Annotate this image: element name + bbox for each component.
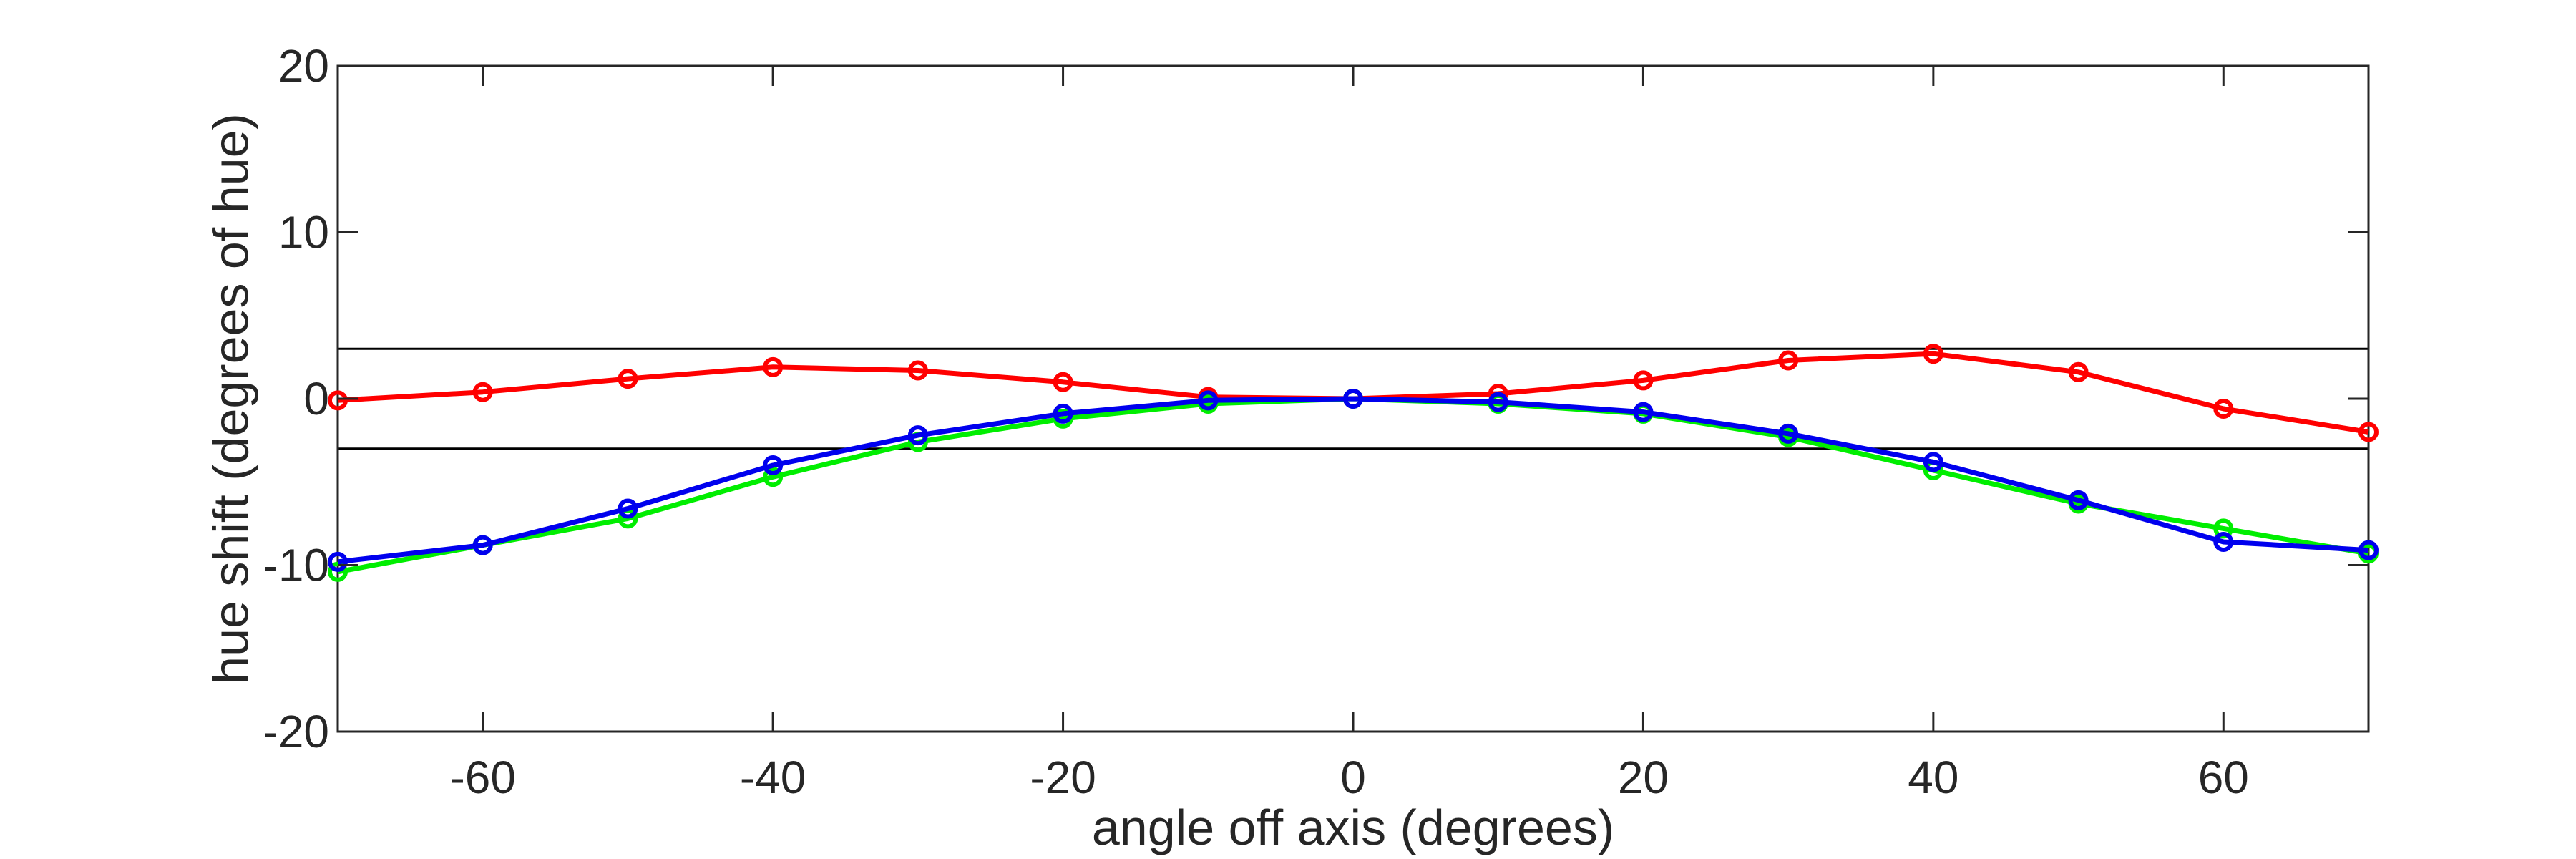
series-1-point	[1778, 350, 1799, 371]
series-1-point	[2213, 398, 2234, 419]
series-3-point	[328, 551, 348, 572]
series-1-point	[1053, 372, 1073, 392]
series-3-point	[1343, 389, 1363, 409]
x-tick-label: 0	[1340, 752, 1366, 803]
series-3-point	[763, 455, 784, 475]
series-1-point	[1923, 344, 1943, 364]
series-3-point	[2068, 490, 2089, 510]
x-tick-label: -40	[740, 752, 806, 803]
y-axis-title: hue shift (degrees of hue)	[203, 113, 259, 684]
series-1-point	[763, 356, 784, 377]
y-tick-label: -20	[263, 706, 330, 757]
ticks-group: -60 -40 -20 0 20 40 60 -20 -10 0 10 20	[263, 40, 2368, 803]
x-tick-label: -60	[449, 752, 516, 803]
series-3-point	[2213, 531, 2234, 552]
series-3-point	[1923, 452, 1943, 472]
series-1-point	[328, 390, 348, 411]
series-3-point	[2358, 540, 2379, 560]
x-tick-label: 40	[1908, 752, 1958, 803]
x-tick-label: -20	[1030, 752, 1096, 803]
x-tick-label: 20	[1618, 752, 1669, 803]
series-1-point	[2068, 361, 2089, 382]
x-axis-title: angle off axis (degrees)	[1092, 800, 1614, 855]
series-2-line	[337, 396, 2369, 575]
series-3-point	[472, 535, 493, 555]
series-3-point	[907, 425, 928, 446]
series-3-point	[1198, 390, 1219, 411]
series-2	[328, 389, 2379, 582]
series-1-point	[472, 382, 493, 402]
y-tick-label: 20	[278, 40, 329, 92]
y-tick-label: 10	[278, 207, 329, 258]
series-3-point	[618, 498, 638, 519]
series-3-point	[1488, 392, 1508, 412]
series-1-point	[2358, 422, 2379, 442]
series-group	[328, 344, 2379, 582]
series-3-point	[1633, 402, 1654, 422]
series-1-point	[907, 360, 928, 381]
series-3-point	[1053, 403, 1073, 424]
series-1-point	[1633, 370, 1654, 391]
series-3-line	[337, 396, 2369, 565]
series-1-point	[618, 369, 638, 389]
series-3	[328, 389, 2379, 572]
series-2-point	[763, 467, 784, 487]
series-3-point	[1778, 423, 1799, 444]
series-2-point	[2213, 518, 2234, 539]
y-tick-label: 0	[303, 373, 329, 424]
x-tick-label: 60	[2198, 752, 2249, 803]
series-2-point	[328, 561, 348, 582]
y-tick-label: -10	[263, 540, 330, 591]
